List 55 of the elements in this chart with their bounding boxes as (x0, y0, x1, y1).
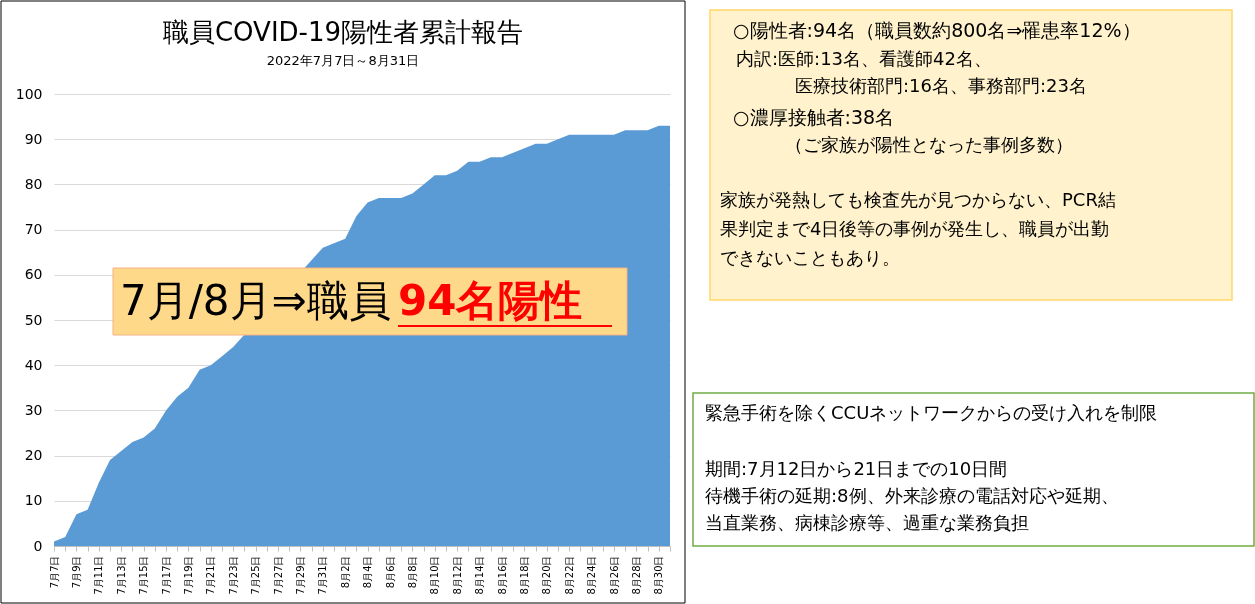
x-tick-label: 7月19日 (182, 555, 194, 595)
x-tick-label: 8月8日 (406, 555, 418, 589)
text: 家族が発熱しても検査先が見つからない、PCR結 (720, 189, 1116, 210)
y-tick-label: 30 (24, 401, 43, 418)
x-tick-label: 7月15日 (138, 555, 150, 595)
x-tick-label: 7月13日 (115, 555, 127, 595)
x-tick-label: 8月18日 (518, 555, 530, 595)
text: 緊急手術を除くCCUネットワークからの受け入れを制限 (705, 402, 1158, 423)
y-tick-label: 50 (24, 311, 43, 328)
y-tick-label: 90 (24, 130, 43, 147)
x-tick-label: 8月28日 (630, 555, 642, 595)
x-tick-label: 8月4日 (362, 555, 374, 589)
x-tick-label: 7月7日 (48, 555, 60, 589)
x-tick-label: 8月6日 (384, 555, 396, 589)
x-tick-label: 7月9日 (70, 555, 82, 589)
x-tick-label: 7月11日 (93, 555, 105, 595)
x-tick-label: 7月21日 (205, 555, 217, 595)
x-tick-label: 8月20日 (541, 555, 553, 595)
x-tick-label: 8月12日 (451, 555, 463, 595)
x-tick-label: 7月31日 (317, 555, 329, 595)
annotation: 7月/8月⇒職員 (120, 276, 391, 325)
x-tick-label: 8月2日 (339, 555, 351, 589)
y-tick-label: 100 (15, 85, 43, 102)
x-tick-label: 7月25日 (250, 555, 262, 595)
y-tick-label: 80 (24, 175, 43, 192)
text: 医療技術部門:16名、事務部門:23名 (795, 75, 1087, 96)
chart-title: 職員COVID-19陽性者累計報告 (162, 17, 524, 47)
x-tick-label: 8月26日 (608, 555, 620, 595)
text: 待機手術の延期:8例、外来診療の電話対応や延期、 (705, 485, 1119, 506)
text: ○濃厚接触者:38名 (733, 106, 895, 128)
y-tick-label: 10 (24, 492, 43, 509)
x-tick-label: 8月10日 (429, 555, 441, 595)
annotation: 94名陽性 (398, 276, 583, 325)
x-tick-label: 7月17日 (160, 555, 172, 595)
y-tick-label: 40 (24, 356, 43, 373)
text: （ご家族が陽性となった事例多数） (785, 134, 1073, 155)
chart-subtitle: 2022年7月7日～8月31日 (266, 53, 420, 68)
text: 期間:7月12日から21日までの10日間 (705, 458, 1008, 479)
x-tick-label: 8月22日 (563, 555, 575, 595)
text: 内訳:医師:13名、看護師42名、 (736, 48, 992, 69)
x-tick-label: 8月24日 (586, 555, 598, 595)
text: 果判定まで4日後等の事例が発生し、職員が出勤 (720, 218, 1110, 239)
x-tick-label: 8月16日 (496, 555, 508, 595)
x-tick-label: 7月27日 (272, 555, 284, 595)
x-tick-label: 7月23日 (227, 555, 239, 595)
y-tick-label: 20 (24, 447, 43, 464)
x-tick-label: 8月14日 (474, 555, 486, 595)
y-tick-label: 70 (24, 221, 43, 238)
y-tick-label: 60 (24, 266, 43, 283)
text: 当直業務、病棟診療等、過重な業務負担 (705, 512, 1029, 533)
y-tick-label: 0 (33, 537, 43, 554)
text: できないこともあり。 (720, 247, 900, 268)
x-tick-label: 7月29日 (294, 555, 306, 595)
x-tick-label: 8月30日 (653, 555, 665, 595)
text: ○陽性者:94名（職員数約800名⇒罹患率12%） (733, 19, 1141, 41)
